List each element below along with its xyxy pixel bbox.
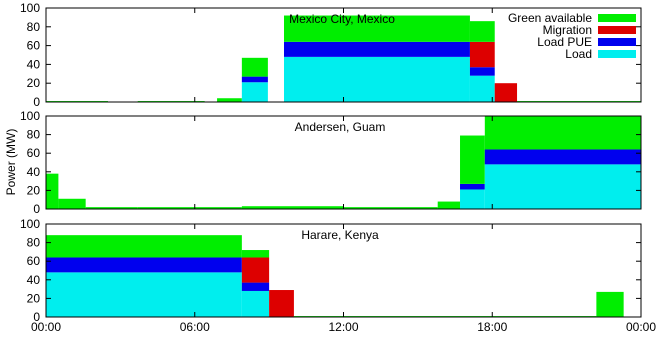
bar-pue-p2-s9	[484, 149, 641, 165]
bar-migration-p1-s7	[469, 41, 495, 68]
y-tick-label: 60	[27, 146, 41, 160]
y-tick-label: 80	[27, 236, 41, 250]
bar-green-p2-s3	[85, 207, 138, 209]
y-tick-label: 40	[27, 165, 41, 179]
y-tick-label: 0	[33, 95, 40, 109]
bar-load-p2-s8	[460, 189, 485, 209]
bar-load-p1-s7	[469, 75, 495, 102]
legend-swatch	[598, 26, 636, 34]
y-tick-label: 100	[20, 109, 40, 123]
bar-green-p3-s2	[241, 250, 270, 258]
y-tick-label: 20	[27, 76, 41, 90]
y-tick-label: 60	[27, 254, 41, 268]
bar-pue-p1-s7	[469, 67, 495, 76]
legend-label: Load	[565, 47, 592, 61]
bar-green-p3-s5	[596, 291, 624, 317]
panel-1: 0 20 40 60 80 100 Mexico City, Mexico	[20, 1, 642, 109]
x-tick-label: 18:00	[477, 320, 507, 334]
legend-label: Load PUE	[537, 35, 592, 49]
bar-pue-p2-s8	[460, 183, 485, 190]
bar-green-p2-s6	[343, 207, 438, 209]
y-tick-label: 60	[27, 39, 41, 53]
bar-load-p3-s1	[46, 272, 242, 317]
bar-pue-p1-s6	[284, 41, 470, 57]
y-tick-label: 40	[27, 273, 41, 287]
y-axis-label: Power (MW)	[4, 129, 18, 196]
x-tick-label: 06:00	[180, 320, 210, 334]
legend-swatch	[598, 50, 636, 58]
bar-load-p2-s9	[484, 164, 641, 209]
legend-swatch	[598, 38, 636, 46]
y-tick-label: 0	[33, 202, 40, 216]
bar-green-p2-s5	[241, 206, 344, 209]
y-tick-label: 20	[27, 183, 41, 197]
bar-load-p1-s6	[284, 56, 470, 102]
y-tick-label: 80	[27, 128, 41, 142]
x-tick-label: 12:00	[328, 320, 358, 334]
bar-load-p1-s4	[241, 82, 268, 102]
panel-3: 0 20 40 60 80 100 00:00 06:00 12:00 18:00 00:00 Har…	[20, 217, 656, 334]
panel-title: Mexico City, Mexico	[289, 12, 395, 26]
panel-title: Harare, Kenya	[301, 228, 379, 242]
bar-green-p1-s7	[469, 21, 495, 42]
y-tick-label: 80	[27, 20, 41, 34]
legend-label: Migration	[543, 23, 592, 37]
bar-green-p2-s2	[58, 198, 86, 209]
x-tick-label: 00:00	[31, 320, 61, 334]
bar-pue-p3-s2	[241, 282, 270, 291]
bar-migration-p1-s8	[494, 83, 518, 102]
bar-green-p2-s8	[460, 135, 485, 184]
bar-green-p3-s1	[46, 235, 242, 258]
legend-swatch	[598, 14, 636, 22]
y-tick-label: 100	[20, 217, 40, 231]
panel-2: 0 20 40 60 80 100 Andersen, Guam	[20, 109, 642, 216]
bar-green-p2-s9	[484, 116, 641, 150]
bar-green-p2-s4	[137, 207, 242, 209]
bar-load-p3-s2	[241, 290, 270, 317]
legend-label: Green available	[508, 11, 592, 25]
bar-pue-p3-s1	[46, 257, 242, 273]
bar-migration-p3-s3	[269, 290, 294, 317]
x-tick-label: 00:00	[626, 320, 656, 334]
bar-pue-p1-s4	[241, 76, 268, 83]
panel-title: Andersen, Guam	[295, 120, 386, 134]
panels: 0 20 40 60 80 100 Mexico City, Mexico 0 20 40 60 80…	[20, 1, 656, 334]
bar-green-p1-s6	[284, 15, 470, 42]
y-tick-label: 40	[27, 57, 41, 71]
bar-green-p1-s4	[241, 57, 268, 77]
y-tick-label: 0	[33, 310, 40, 324]
bar-green-p2-s7	[437, 201, 461, 209]
y-tick-label: 20	[27, 291, 41, 305]
y-tick-label: 100	[20, 1, 40, 15]
bar-green-p2-s1	[46, 173, 59, 209]
bar-green-p1-s3	[217, 98, 242, 102]
bar-migration-p3-s2	[241, 257, 270, 283]
